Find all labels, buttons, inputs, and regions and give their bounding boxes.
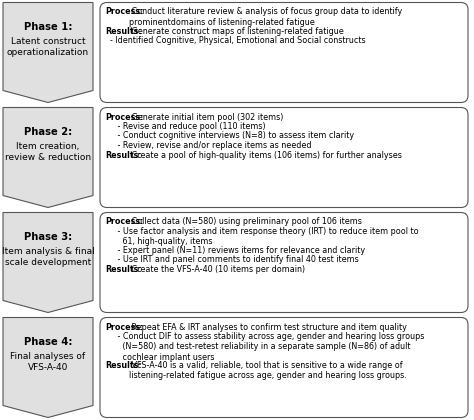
Text: Conduct literature review & analysis of focus group data to identify
prominentdo: Conduct literature review & analysis of … [129, 8, 402, 27]
Text: Phase 4:: Phase 4: [24, 337, 72, 347]
Text: Item creation,
review & reduction: Item creation, review & reduction [5, 142, 91, 162]
FancyBboxPatch shape [100, 3, 468, 102]
Text: - Conduct DIF to assess stability across age, gender and hearing loss groups
   : - Conduct DIF to assess stability across… [105, 332, 424, 362]
Text: Phase 2:: Phase 2: [24, 127, 72, 137]
FancyBboxPatch shape [100, 213, 468, 312]
Text: Item analysis & final
scale development: Item analysis & final scale development [1, 247, 94, 267]
Text: Create the VFS-A-40 (10 items per domain): Create the VFS-A-40 (10 items per domain… [129, 265, 305, 274]
FancyBboxPatch shape [100, 318, 468, 417]
Text: Process:: Process: [105, 218, 143, 226]
Text: Phase 1:: Phase 1: [24, 22, 72, 32]
Text: Process:: Process: [105, 113, 143, 121]
Text: Process:: Process: [105, 8, 143, 16]
Text: Results:: Results: [105, 26, 142, 36]
Polygon shape [3, 213, 93, 312]
Text: Generate construct maps of listening-related fatigue: Generate construct maps of listening-rel… [129, 26, 344, 36]
Polygon shape [3, 318, 93, 417]
Text: Latent construct
operationalization: Latent construct operationalization [7, 37, 89, 57]
Text: - Identified Cognitive, Physical, Emotional and Social constructs: - Identified Cognitive, Physical, Emotio… [105, 36, 365, 45]
Text: - Use IRT and panel comments to identify final 40 test items: - Use IRT and panel comments to identify… [105, 255, 359, 265]
Text: Phase 3:: Phase 3: [24, 232, 72, 242]
FancyBboxPatch shape [100, 108, 468, 207]
Text: Results:: Results: [105, 265, 142, 274]
Text: VFS-A-40 is a valid, reliable, tool that is sensitive to a wide range of
listeni: VFS-A-40 is a valid, reliable, tool that… [129, 360, 407, 380]
Text: Results:: Results: [105, 150, 142, 160]
Text: - Revise and reduce pool (110 items): - Revise and reduce pool (110 items) [105, 122, 265, 131]
Polygon shape [3, 108, 93, 207]
Text: - Expert panel (N=11) reviews items for relevance and clarity: - Expert panel (N=11) reviews items for … [105, 246, 365, 255]
Polygon shape [3, 3, 93, 102]
Text: Process:: Process: [105, 323, 143, 331]
Text: Collect data (N=580) using preliminary pool of 106 items: Collect data (N=580) using preliminary p… [129, 218, 362, 226]
Text: Results:: Results: [105, 360, 142, 370]
Text: Generate initial item pool (302 items): Generate initial item pool (302 items) [129, 113, 283, 121]
Text: Repeat EFA & IRT analyses to confirm test structure and item quality: Repeat EFA & IRT analyses to confirm tes… [129, 323, 407, 331]
Text: Create a pool of high-quality items (106 items) for further analyses: Create a pool of high-quality items (106… [129, 150, 402, 160]
Text: - Review, revise and/or replace items as needed: - Review, revise and/or replace items as… [105, 141, 311, 150]
Text: - Use factor analysis and item response theory (IRT) to reduce item pool to
    : - Use factor analysis and item response … [105, 227, 419, 247]
Text: - Conduct cognitive interviews (N=8) to assess item clarity: - Conduct cognitive interviews (N=8) to … [105, 131, 354, 141]
Text: Final analyses of
VFS-A-40: Final analyses of VFS-A-40 [10, 352, 86, 372]
